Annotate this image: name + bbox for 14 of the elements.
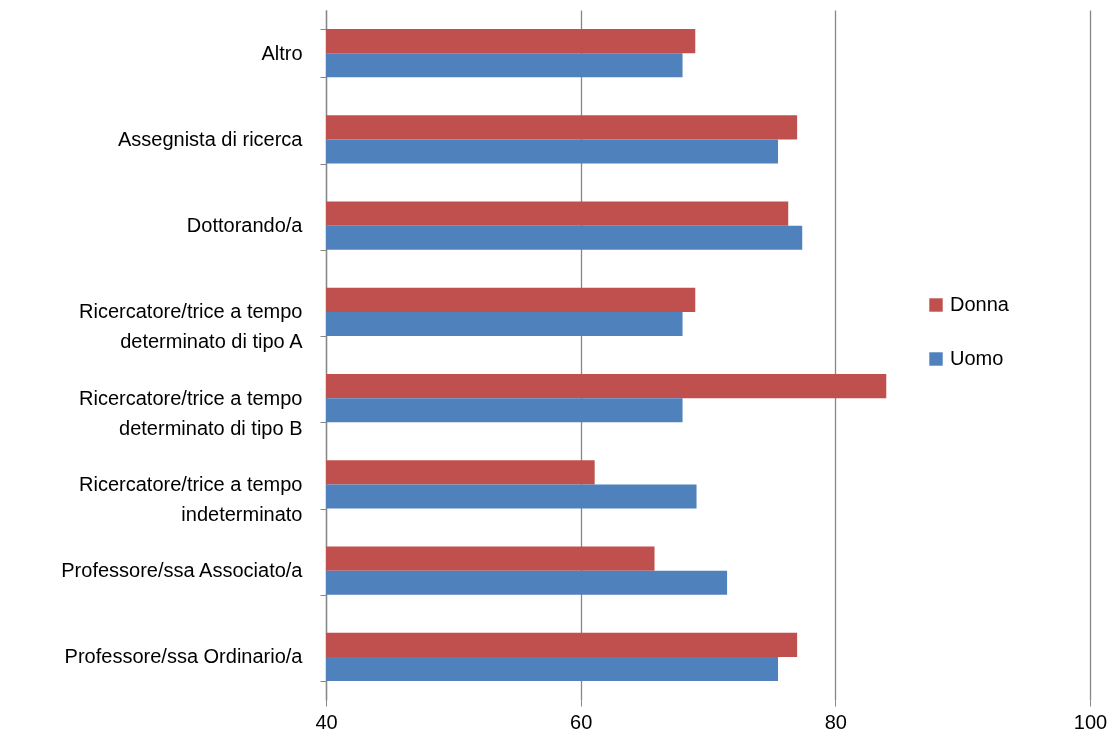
y-tick-label: Ricercatore/trice a tempo determinato di tipo A [79,300,304,353]
y-tick-label: Ricercatore/trice a tempo indeterminato [79,472,303,525]
y-tick-label: Ricercatore/trice a tempo determinato di tipo B [79,386,303,439]
y-tick-label: Professore/ssa Ordinario/a [64,645,304,668]
legend-label: Uomo [950,347,1004,369]
x-tick-label: 60 [570,710,593,733]
y-tick-label: Professore/ssa Associato/a [61,559,304,582]
y-tick-label: Altro [261,41,303,64]
legend-label: Donna [950,293,1010,315]
y-tick-label: Assegnista di ricerca [117,127,304,150]
x-tick-label: 80 [824,710,847,733]
y-tick-label: Dottorando/a [186,214,304,237]
x-tick-label: 40 [315,710,338,733]
x-tick-label: 100 [1073,710,1108,733]
